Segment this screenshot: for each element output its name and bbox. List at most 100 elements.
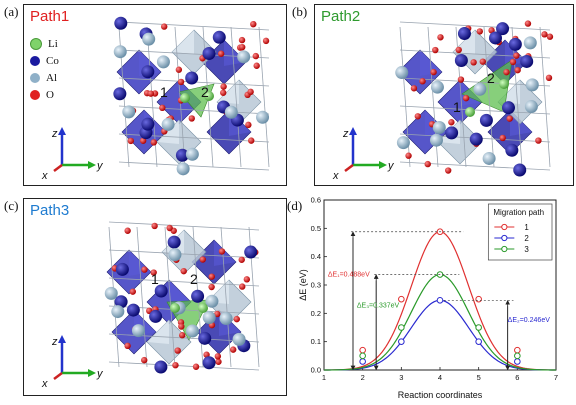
co-atom: [488, 31, 502, 45]
co-atom: [469, 132, 483, 146]
legend-marker-1: [501, 223, 508, 231]
path3-title: Path3: [30, 202, 70, 219]
bond: [164, 226, 176, 368]
series-point-3: [514, 352, 521, 360]
co-atom: [185, 71, 199, 85]
o-atom: [161, 23, 168, 30]
co-atom: [141, 117, 155, 131]
o-atom: [220, 89, 227, 96]
structure-panel-path1: Path1 Li Co Al O 1 2 z y x: [23, 4, 287, 186]
al-atom: [523, 36, 537, 50]
o-atom: [514, 66, 521, 74]
o-atom-icon: [30, 89, 40, 100]
bond: [399, 161, 551, 171]
o-atom: [141, 266, 148, 273]
legend-o: O: [30, 86, 59, 103]
o-atom: [432, 46, 439, 54]
co-atom: [496, 22, 510, 36]
bond: [136, 226, 148, 368]
o-atom: [541, 31, 548, 38]
o-atom: [437, 34, 444, 41]
o-atom: [150, 139, 158, 146]
series-point-2: [514, 358, 521, 365]
series-point-3: [359, 352, 366, 360]
o-atom: [233, 315, 240, 323]
li-atom: [170, 303, 180, 313]
bond: [483, 26, 495, 168]
legend-label-1: 1: [524, 223, 529, 232]
o-atom: [180, 267, 187, 275]
co-atom: [479, 113, 493, 127]
al-atom: [168, 248, 182, 262]
o-atom: [208, 273, 215, 280]
bond: [108, 249, 260, 259]
o-atom: [455, 46, 462, 54]
o-atom: [129, 288, 136, 295]
o-atom: [177, 78, 185, 86]
co-atom: [513, 163, 527, 177]
o-atom: [147, 90, 155, 97]
site-label-2: 2: [190, 271, 198, 287]
o-atom: [479, 58, 486, 65]
li-atom: [204, 91, 214, 101]
axis-y-label: y: [96, 160, 104, 172]
legend-li: Li: [30, 35, 59, 52]
x-axis-label: Reaction coordinates: [398, 390, 483, 400]
y-tick-label: 0.4: [311, 252, 321, 261]
al-atom: [176, 162, 190, 176]
o-atom: [218, 248, 226, 255]
legend-al: Al: [30, 69, 59, 86]
o-atom: [524, 20, 532, 27]
al-atom: [237, 50, 251, 64]
bond: [539, 26, 551, 168]
co-atom: [154, 284, 168, 298]
o-atom: [545, 74, 553, 82]
y-axis-label: ΔE (eV): [298, 269, 308, 301]
li-atom: [499, 79, 509, 89]
o-atom: [499, 134, 506, 142]
o-atom: [174, 347, 181, 354]
o-atom: [239, 283, 246, 290]
al-atom: [104, 286, 118, 300]
o-atom: [175, 66, 183, 73]
bond: [118, 105, 270, 115]
co-atom: [113, 87, 127, 101]
y-tick-label: 0.2: [311, 309, 321, 318]
o-atom: [509, 58, 517, 66]
al-atom: [473, 82, 487, 96]
x-tick-label: 6: [515, 373, 519, 382]
co-atom: [202, 47, 216, 61]
co-atom: [191, 289, 205, 303]
o-atom: [208, 283, 215, 291]
co-atom: [114, 16, 128, 30]
series-point-2: [475, 338, 482, 345]
o-atom: [217, 50, 225, 57]
series-point-3: [475, 324, 482, 331]
al-atom: [524, 100, 538, 114]
co-atom: [154, 360, 168, 374]
al-atom: [256, 110, 270, 124]
al-atom: [219, 312, 233, 326]
o-atom: [214, 310, 221, 318]
series-point-3: [398, 324, 405, 331]
o-atom: [513, 52, 520, 59]
legend-title: Migration path: [493, 208, 544, 217]
o-atom: [462, 94, 470, 102]
al-atom: [224, 105, 238, 119]
y-tick-label: 0.3: [311, 281, 321, 290]
co-atom: [445, 126, 459, 140]
o-atom: [229, 346, 237, 353]
bond: [108, 361, 260, 371]
crystal-structure-b: 1 2: [395, 20, 554, 177]
legend-marker-2: [501, 234, 508, 242]
panel-d-letter: (d): [287, 198, 303, 213]
axis-x-label: x: [41, 378, 48, 390]
al-atom: [185, 147, 199, 161]
co-atom: [175, 148, 189, 162]
panel-a-letter: (a): [4, 4, 19, 19]
bond: [118, 161, 270, 171]
o-atom: [159, 104, 166, 112]
o-atom: [166, 224, 173, 232]
co-atom: [501, 101, 515, 115]
al-atom: [142, 32, 156, 46]
